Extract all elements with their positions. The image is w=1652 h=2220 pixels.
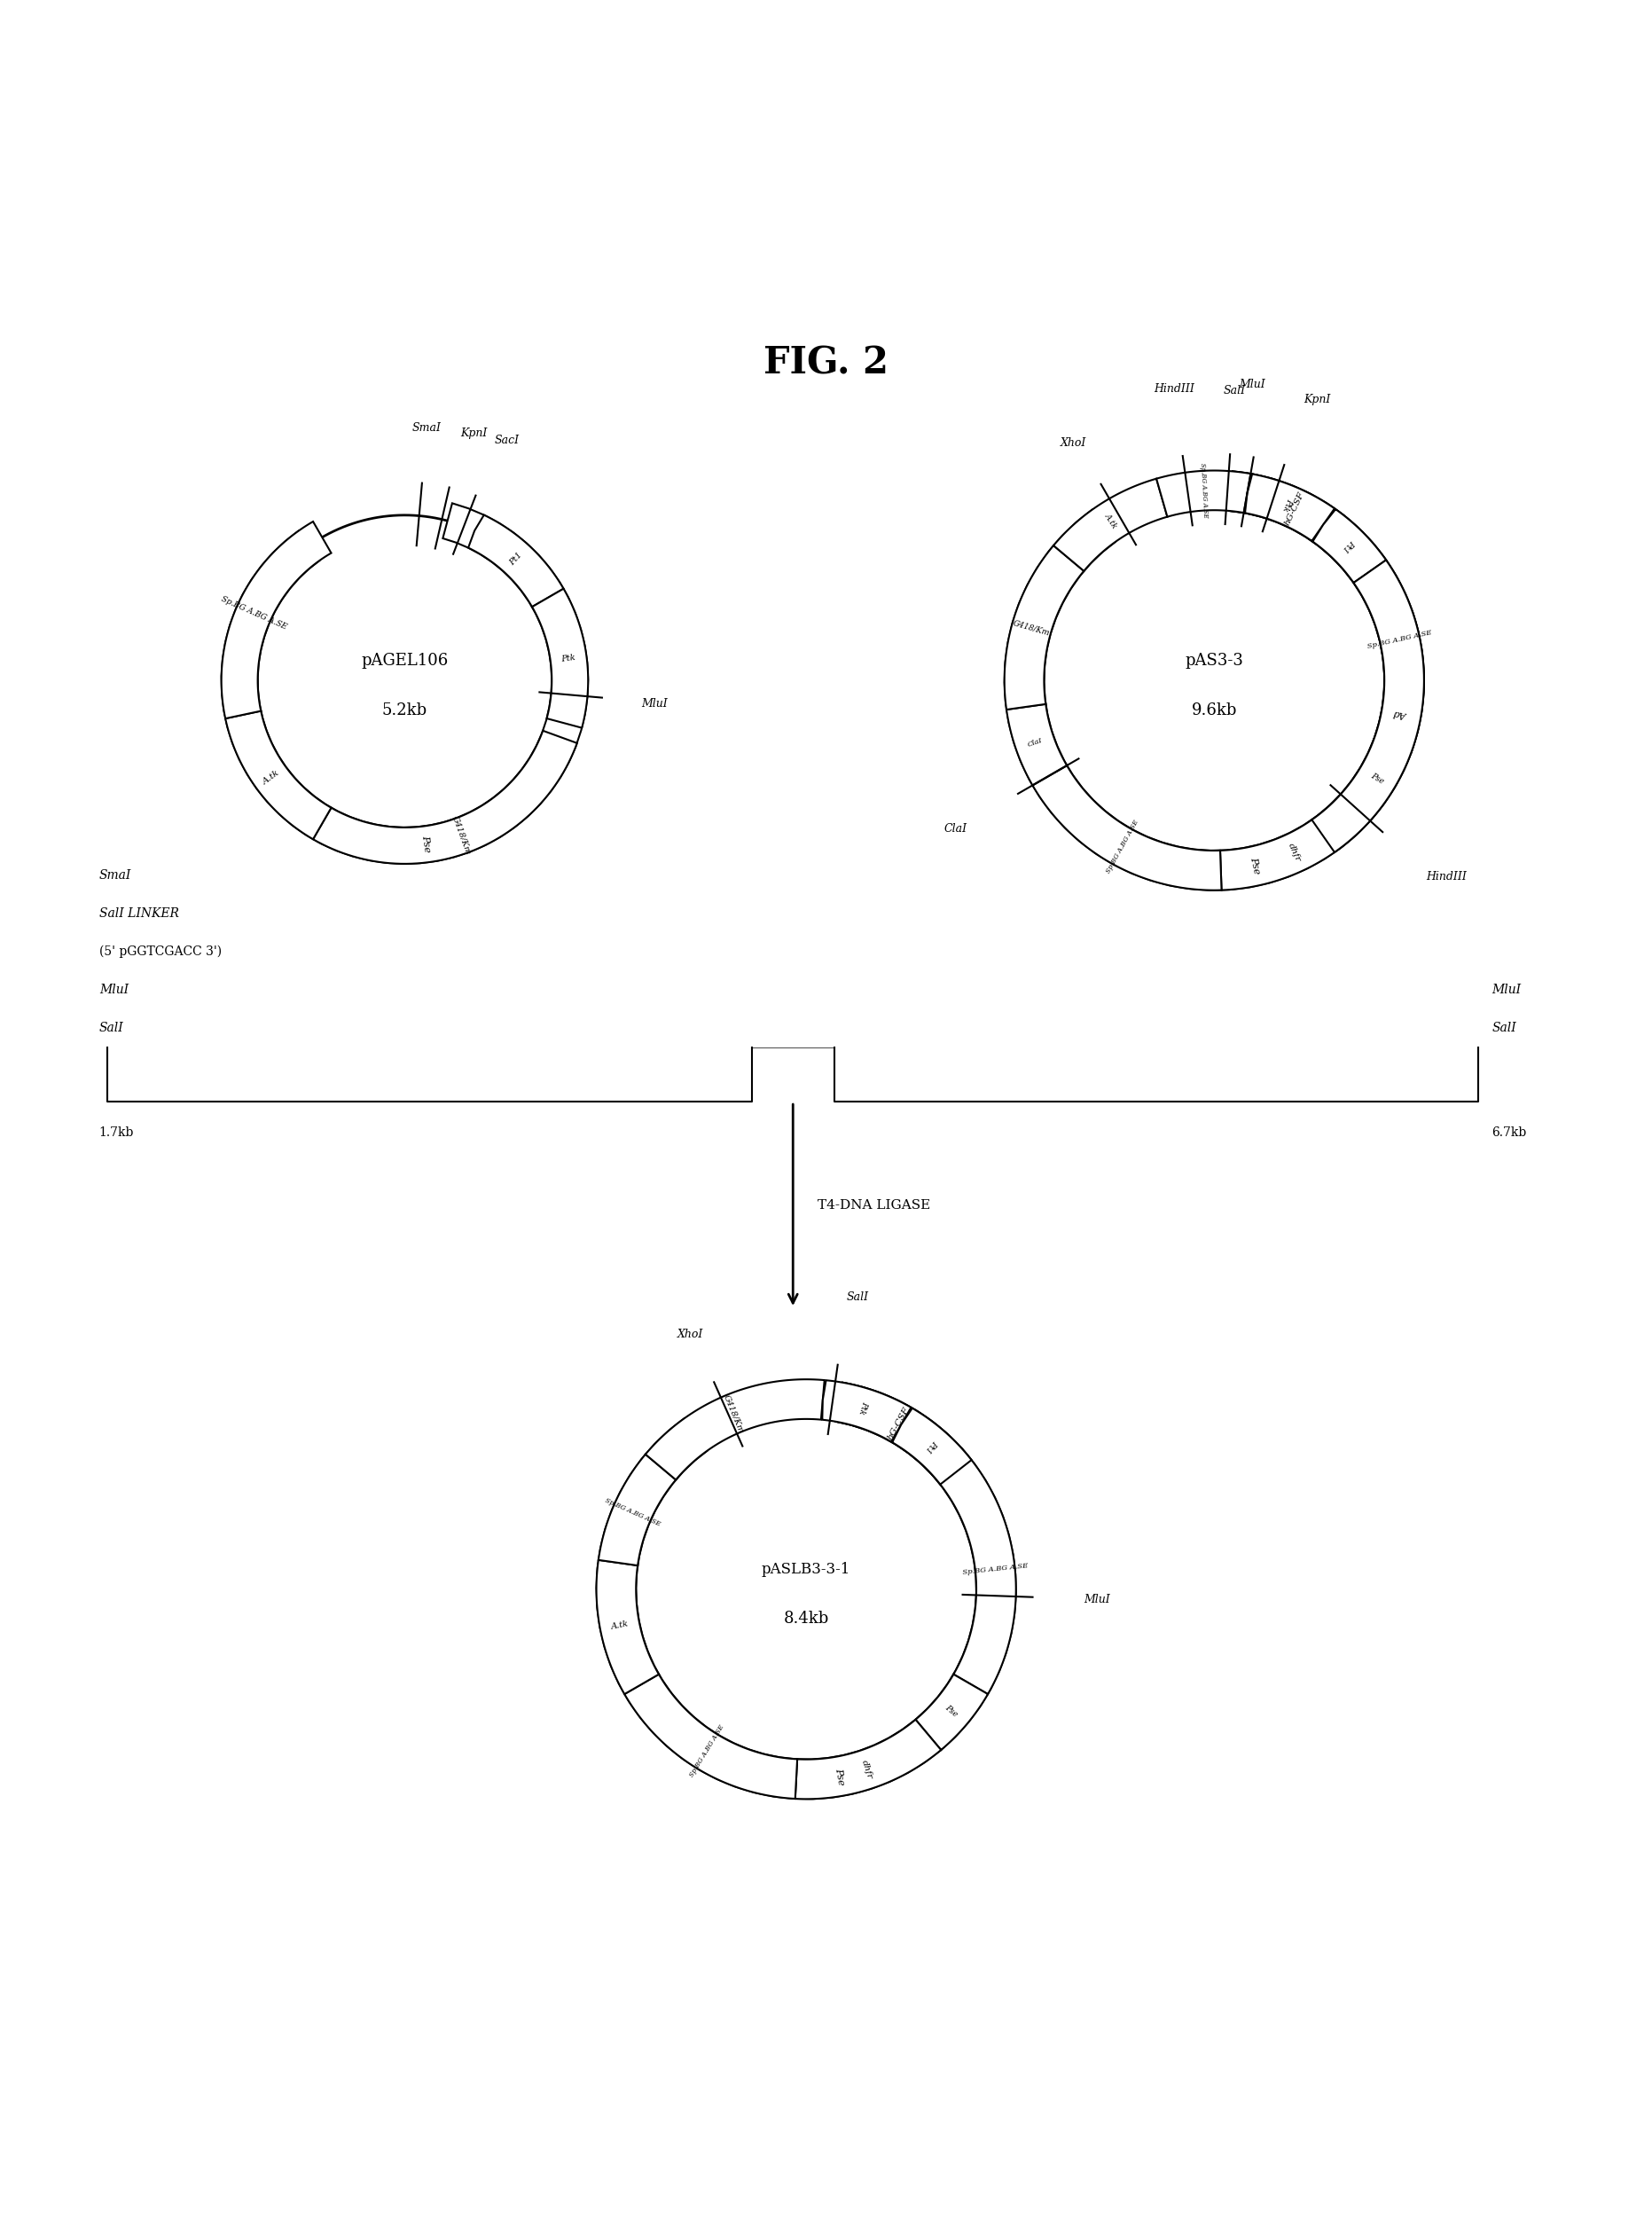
Text: 8.4kb: 8.4kb: [783, 1612, 829, 1627]
Text: Sp.BG A.BG A.SE: Sp.BG A.BG A.SE: [1366, 628, 1432, 650]
Polygon shape: [795, 1721, 942, 1798]
Text: HindIII: HindIII: [1153, 382, 1194, 395]
Text: XhoI: XhoI: [1061, 437, 1087, 448]
Text: Pse: Pse: [943, 1703, 960, 1718]
Text: MluI: MluI: [1492, 983, 1521, 997]
Text: XhoI: XhoI: [677, 1330, 704, 1341]
Polygon shape: [225, 710, 330, 839]
Text: Pt1: Pt1: [923, 1439, 938, 1454]
Text: Sp.BG A.BG A.SE: Sp.BG A.BG A.SE: [1199, 464, 1209, 517]
Text: SalI: SalI: [846, 1292, 869, 1303]
Text: Sp.BG A.BG A.SE: Sp.BG A.BG A.SE: [1105, 819, 1140, 875]
Text: dhfr: dhfr: [859, 1758, 874, 1780]
Text: G418/Km: G418/Km: [451, 815, 472, 857]
Polygon shape: [1341, 739, 1411, 821]
Polygon shape: [1156, 471, 1251, 517]
Text: Sp.BG A.BG A.SE: Sp.BG A.BG A.SE: [689, 1723, 725, 1778]
Polygon shape: [823, 1381, 912, 1441]
Text: A.tk: A.tk: [1104, 513, 1118, 531]
Polygon shape: [221, 504, 588, 864]
Text: Sp.BG A.BG A.SE: Sp.BG A.BG A.SE: [603, 1496, 661, 1527]
Text: 6.7kb: 6.7kb: [1492, 1126, 1526, 1139]
Text: Pse: Pse: [421, 835, 431, 852]
Polygon shape: [1312, 559, 1424, 852]
Text: SacI: SacI: [494, 435, 520, 446]
Text: ClaI: ClaI: [1026, 737, 1042, 748]
Text: Sp.BG A.BG A.SE: Sp.BG A.BG A.SE: [961, 1563, 1028, 1576]
Polygon shape: [1313, 508, 1386, 584]
Text: Sp.BG A.BG A.SE: Sp.BG A.BG A.SE: [220, 595, 287, 630]
Text: SalI: SalI: [99, 1021, 124, 1035]
Text: pASLB3-3-1: pASLB3-3-1: [762, 1563, 851, 1576]
Polygon shape: [1221, 795, 1370, 890]
Polygon shape: [221, 522, 330, 719]
Text: (5' pGGTCGACC 3'): (5' pGGTCGACC 3'): [99, 946, 221, 959]
Text: Pse: Pse: [1370, 770, 1384, 786]
Text: SalI: SalI: [1222, 384, 1246, 395]
Text: G418/Km: G418/Km: [1013, 619, 1051, 637]
Text: G418/Km: G418/Km: [722, 1394, 745, 1434]
Text: A.tk: A.tk: [261, 768, 281, 786]
Text: hG-CSF: hG-CSF: [1284, 491, 1305, 526]
Text: MluI: MluI: [1084, 1594, 1110, 1605]
Text: HindIII: HindIII: [1426, 870, 1467, 884]
Polygon shape: [1004, 546, 1084, 710]
Text: dhfr: dhfr: [1287, 841, 1302, 864]
Text: KpnI: KpnI: [1303, 395, 1330, 406]
Polygon shape: [1054, 480, 1168, 571]
Text: pAS3-3: pAS3-3: [1184, 653, 1244, 668]
Polygon shape: [892, 1407, 971, 1485]
Text: 5.2kb: 5.2kb: [382, 702, 428, 717]
Polygon shape: [314, 730, 577, 864]
Polygon shape: [624, 1674, 798, 1798]
Polygon shape: [1246, 475, 1335, 542]
Polygon shape: [1032, 766, 1221, 890]
Text: Pse: Pse: [1249, 857, 1262, 875]
Polygon shape: [1004, 471, 1424, 890]
Text: MluI: MluI: [641, 697, 667, 708]
Polygon shape: [1335, 533, 1424, 753]
Polygon shape: [836, 1383, 961, 1476]
Polygon shape: [598, 1454, 676, 1565]
Polygon shape: [468, 515, 563, 606]
Text: MluI: MluI: [99, 983, 129, 997]
Text: Ptk: Ptk: [1280, 497, 1294, 513]
Text: A.tk: A.tk: [610, 1621, 629, 1632]
Text: Pt1: Pt1: [1341, 539, 1356, 553]
Text: pAGEL106: pAGEL106: [362, 653, 448, 668]
Text: 1.7kb: 1.7kb: [99, 1126, 134, 1139]
Text: SalI: SalI: [1492, 1021, 1517, 1035]
Text: Pt1: Pt1: [509, 551, 524, 566]
Text: MluI: MluI: [1239, 380, 1265, 391]
Text: T4-DNA LIGASE: T4-DNA LIGASE: [818, 1199, 930, 1212]
Text: KpnI: KpnI: [461, 428, 487, 440]
Text: SalI LINKER: SalI LINKER: [99, 908, 178, 919]
Text: Ad: Ad: [1394, 708, 1409, 719]
Text: SmaI: SmaI: [99, 870, 132, 881]
Polygon shape: [646, 1379, 824, 1481]
Polygon shape: [596, 1561, 659, 1694]
Text: ClaI: ClaI: [945, 824, 968, 835]
Polygon shape: [933, 1450, 1016, 1694]
Polygon shape: [532, 588, 588, 728]
Polygon shape: [915, 1674, 988, 1749]
Polygon shape: [596, 1383, 1016, 1798]
Text: 9.6kb: 9.6kb: [1191, 702, 1237, 717]
Text: SmaI: SmaI: [411, 422, 441, 433]
Text: Ptk: Ptk: [857, 1401, 869, 1416]
Polygon shape: [1006, 704, 1067, 786]
Text: Ptk: Ptk: [562, 655, 577, 664]
Text: hG-CSF: hG-CSF: [885, 1405, 910, 1441]
Polygon shape: [1229, 471, 1363, 559]
Text: Pse: Pse: [833, 1767, 846, 1785]
Text: FIG. 2: FIG. 2: [763, 344, 889, 382]
